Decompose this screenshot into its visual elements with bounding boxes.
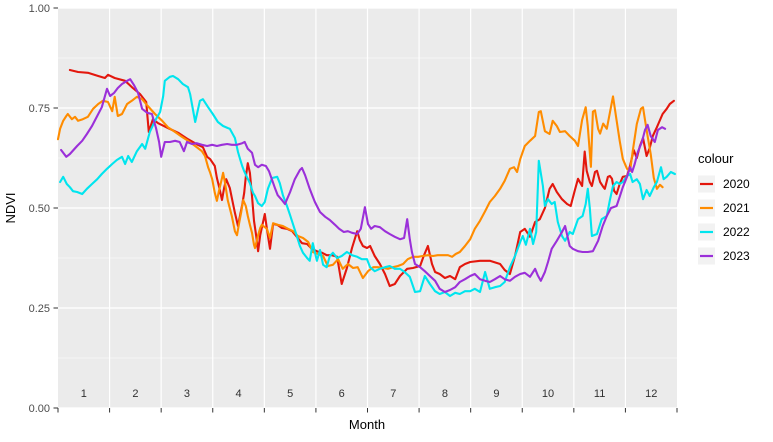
series-line-2022 bbox=[59, 74, 676, 298]
axes: 1 2 3 4 5 6 7 8 9 10 11 120.000.250.500.751.00 bbox=[29, 3, 678, 415]
x-month-label: 3 bbox=[184, 388, 190, 400]
x-month-label: 7 bbox=[390, 388, 396, 400]
legend-label: 2023 bbox=[723, 249, 750, 263]
x-month-label: 5 bbox=[287, 388, 293, 400]
legend: 2020 2021 2022 2023 bbox=[698, 175, 750, 265]
y-tick-label: 0.00 bbox=[29, 403, 50, 415]
legend-entry-2021: 2021 bbox=[698, 199, 750, 217]
x-month-label: 10 bbox=[542, 388, 554, 400]
x-month-label: 8 bbox=[442, 388, 448, 400]
series-line-2023 bbox=[60, 78, 667, 294]
x-axis-title: Month bbox=[349, 417, 385, 432]
y-axis-title: NDVI bbox=[3, 192, 18, 223]
y-tick-label: 0.25 bbox=[29, 303, 50, 315]
x-month-label: 1 bbox=[81, 388, 87, 400]
legend-label: 2020 bbox=[723, 177, 750, 191]
y-tick-label: 1.00 bbox=[29, 3, 50, 15]
x-month-label: 12 bbox=[645, 388, 657, 400]
legend-entry-2023: 2023 bbox=[698, 247, 750, 265]
x-month-label: 2 bbox=[132, 388, 138, 400]
y-tick-label: 0.50 bbox=[29, 203, 50, 215]
legend-label: 2021 bbox=[723, 201, 750, 215]
y-tick-label: 0.75 bbox=[29, 103, 50, 115]
series-line-2021 bbox=[56, 95, 664, 280]
legend-entry-2020: 2020 bbox=[698, 175, 750, 193]
data-series bbox=[56, 68, 676, 298]
x-month-label: 9 bbox=[493, 388, 499, 400]
x-month-label: 11 bbox=[594, 388, 605, 400]
legend-title: colour bbox=[698, 151, 734, 166]
x-month-label: 6 bbox=[339, 388, 345, 400]
legend-label: 2022 bbox=[723, 225, 750, 239]
x-month-label: 4 bbox=[235, 388, 241, 400]
legend-entry-2022: 2022 bbox=[698, 223, 750, 241]
